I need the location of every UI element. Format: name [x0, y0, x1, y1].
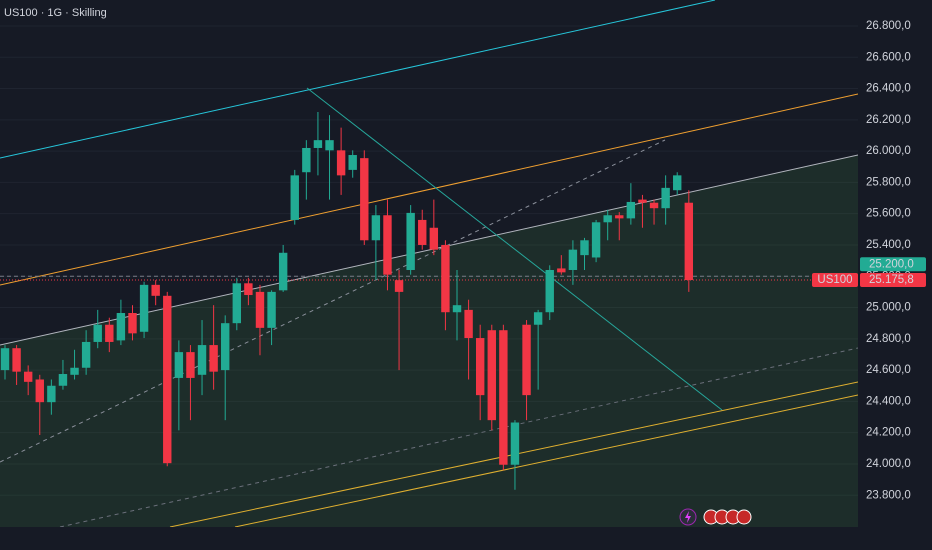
candle-body: [615, 215, 624, 219]
candle-body: [371, 215, 381, 241]
trendline: [0, 93, 858, 286]
candle-body: [302, 147, 311, 173]
y-axis: 23.800,0 24.000,0 24.200,0 24.400,0 24.600,0…: [860, 20, 926, 501]
y-tick-label: 26.600,0: [866, 51, 911, 63]
candle-body: [23, 371, 33, 382]
candle-body: [244, 283, 253, 296]
y-tick-label: 24.600,0: [866, 364, 911, 376]
candle-body: [348, 155, 357, 170]
candle-body: [0, 348, 10, 371]
candle-body: [673, 175, 682, 191]
candle-body: [580, 240, 589, 256]
event-icons: [679, 508, 752, 526]
y-tick-label: 24.200,0: [866, 427, 911, 439]
y-tick-label: 25.400,0: [866, 239, 911, 251]
candle-body: [684, 202, 694, 281]
trendline: [59, 347, 858, 527]
trendline: [0, 0, 716, 159]
candle-body: [278, 252, 288, 291]
trendline: [0, 139, 666, 463]
candle-body: [406, 212, 415, 270]
candle-body: [475, 338, 485, 396]
candle-body: [499, 330, 508, 465]
icon: [736, 509, 752, 525]
candle-body: [545, 269, 554, 313]
candle-body: [649, 202, 659, 209]
candle-body: [533, 312, 543, 325]
candle-body: [441, 244, 450, 313]
candle-body: [522, 324, 531, 396]
price-line-label: 25.200,0: [869, 258, 914, 270]
candle-body: [452, 305, 462, 313]
y-tick-label: 26.800,0: [866, 20, 911, 32]
candle-body: [568, 249, 578, 270]
candle-body: [128, 313, 137, 334]
y-tick-label: 24.400,0: [866, 395, 911, 407]
y-tick-label: 23.800,0: [866, 489, 911, 501]
candle-body: [105, 324, 114, 342]
candle-body: [325, 140, 334, 151]
y-tick-label: 24.800,0: [866, 333, 911, 345]
candle-body: [464, 309, 473, 339]
candle-body: [290, 175, 299, 220]
chart-title: US100 · 1G · Skilling: [4, 7, 107, 19]
candle-body: [255, 291, 265, 328]
channel-fill: [0, 155, 858, 527]
candle-body: [267, 291, 276, 328]
candles: [0, 112, 694, 490]
symbol-label: US100: [817, 274, 852, 286]
candle-body: [197, 345, 207, 375]
candle-body: [591, 222, 601, 258]
y-tick-label: 25.000,0: [866, 302, 911, 314]
candle-body: [70, 367, 79, 375]
candle-body: [47, 385, 56, 403]
candle-body: [313, 140, 323, 148]
drawings: [0, 0, 858, 527]
candle-body: [360, 158, 369, 241]
y-tick-label: 25.600,0: [866, 208, 911, 220]
candle-body: [394, 280, 404, 292]
price-lines: [0, 275, 858, 281]
y-tick-label: 26.200,0: [866, 114, 911, 126]
y-tick-label: 25.800,0: [866, 176, 911, 188]
last-price-badge: [860, 273, 926, 288]
candle-body: [336, 150, 346, 176]
price-line-badge: [860, 257, 926, 272]
candle-body: [626, 201, 636, 219]
y-tick-label: 26.000,0: [866, 145, 911, 157]
icon: [685, 511, 691, 523]
candle-body: [429, 227, 439, 250]
y-tick-label: 24.000,0: [866, 458, 911, 470]
y-tick-label: 26.400,0: [866, 83, 911, 95]
candle-body: [603, 215, 612, 223]
candle-body: [487, 330, 496, 421]
candle-body: [510, 422, 520, 465]
candle-body: [383, 215, 392, 275]
trendline: [306, 87, 723, 411]
trendline: [234, 394, 858, 527]
candle-body: [186, 352, 195, 378]
candle-body: [557, 268, 566, 273]
candle-body: [232, 283, 241, 324]
candle-body: [93, 324, 102, 342]
candle-body: [163, 295, 172, 464]
candle-body: [35, 379, 44, 403]
last-price-label: 25.175,8: [869, 274, 914, 286]
candle-body: [139, 284, 149, 332]
candle-body: [116, 313, 126, 341]
candle-body: [174, 352, 184, 378]
candle-body: [12, 348, 21, 372]
candle-body: [221, 323, 230, 371]
candle-body: [151, 284, 160, 296]
candle-body: [418, 219, 427, 245]
symbol-badge: [812, 273, 858, 288]
candle-body: [58, 374, 68, 386]
candle-body: [81, 341, 91, 368]
candle-body: [661, 187, 670, 209]
candle-body: [638, 199, 647, 203]
candle-body: [209, 345, 218, 372]
